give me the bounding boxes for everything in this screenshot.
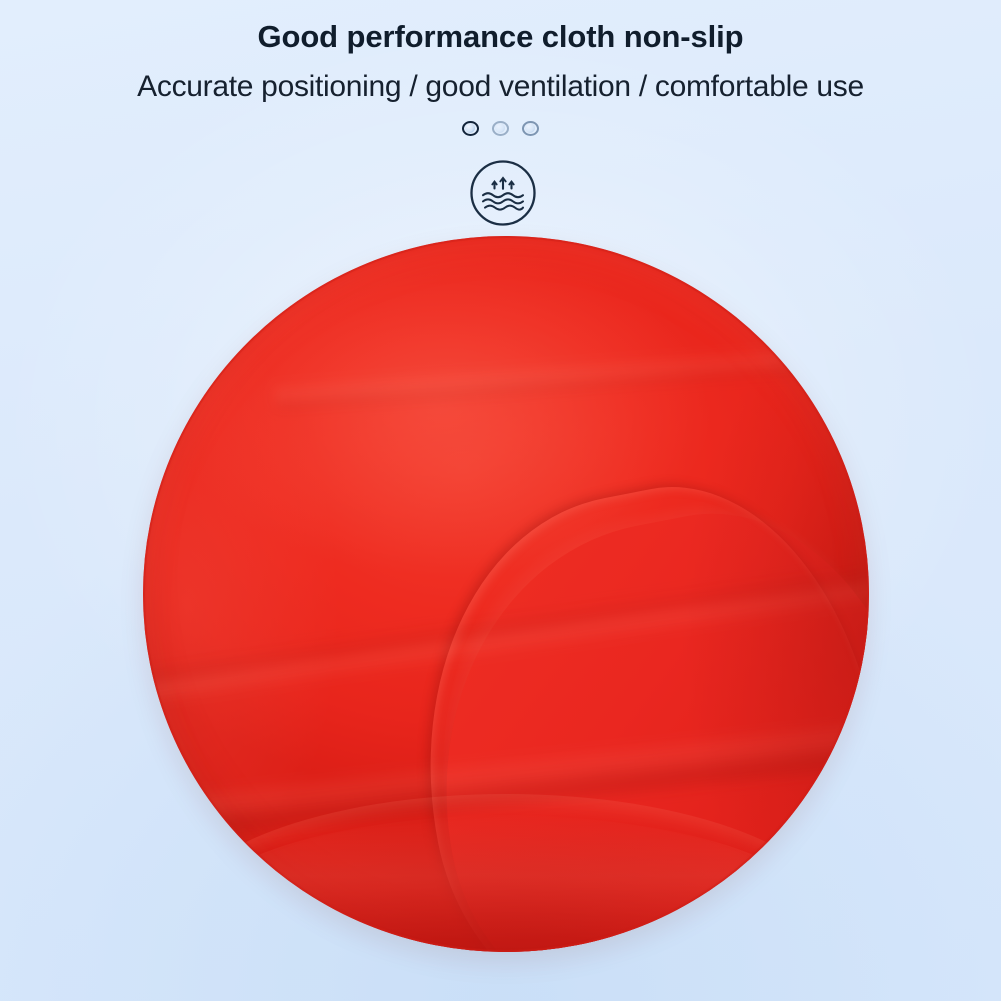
page-subtitle: Accurate positioning / good ventilation … — [137, 70, 864, 103]
round-red-cloth-cushion — [143, 236, 869, 952]
cushion-hem-highlight — [193, 815, 819, 952]
cushion-stitched-edge — [143, 236, 869, 952]
cushion-bottom-shadow — [143, 236, 869, 952]
bead-ring — [462, 120, 479, 136]
cushion-fold-crease — [379, 455, 869, 952]
cushion-right-shadow — [143, 236, 869, 952]
bead-ring — [522, 120, 539, 136]
page-title: Good performance cloth non-slip — [257, 19, 744, 54]
decorative-bead-row — [0, 118, 1001, 138]
bead-icon — [492, 120, 509, 136]
bead-icon — [462, 120, 479, 136]
bead-ring — [492, 120, 509, 136]
cushion-inner-rim — [143, 236, 869, 952]
cushion-left-highlight — [143, 236, 869, 952]
cushion-fold-flap — [397, 481, 869, 952]
cushion-top-sheen — [143, 236, 869, 952]
cushion-crease — [143, 542, 869, 716]
cushion-crease — [143, 702, 869, 857]
bead-icon — [522, 120, 539, 136]
breathable-moisture-wicking-icon — [468, 158, 538, 228]
cushion-bottom-hem — [172, 794, 840, 952]
cushion-crease — [273, 333, 869, 412]
